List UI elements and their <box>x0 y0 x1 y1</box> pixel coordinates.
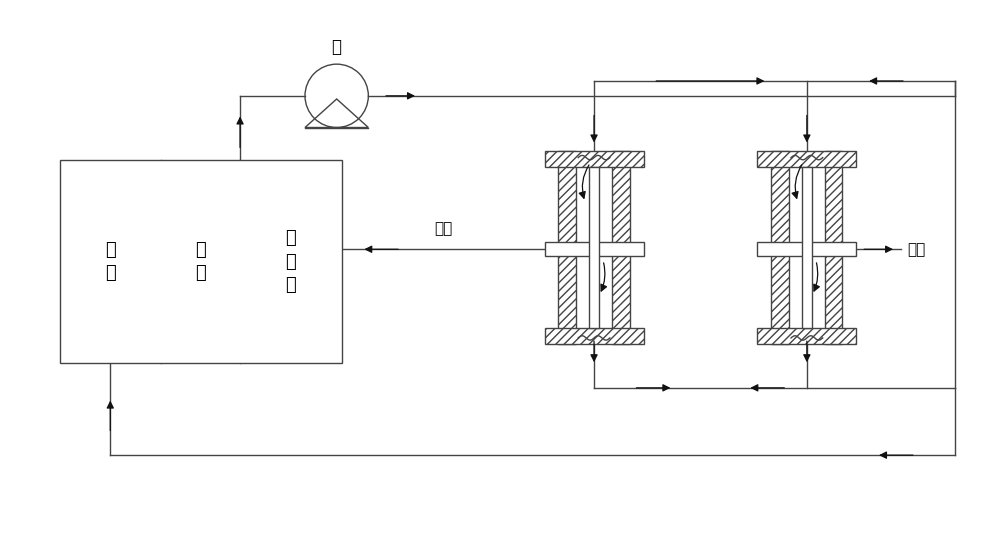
Bar <box>612 152 630 344</box>
Bar <box>545 328 644 344</box>
Text: 前
仓: 前 仓 <box>105 241 116 282</box>
Text: 后
仓: 后 仓 <box>195 241 206 282</box>
Text: 泵: 泵 <box>332 38 342 56</box>
Text: 清水: 清水 <box>434 221 452 237</box>
Bar <box>60 160 342 363</box>
Bar <box>757 328 856 344</box>
Text: 清水: 清水 <box>907 242 925 257</box>
Bar <box>825 152 842 344</box>
Bar <box>545 242 644 256</box>
Bar <box>757 242 856 256</box>
Bar <box>771 152 789 344</box>
Bar <box>802 167 812 328</box>
Bar <box>589 167 599 328</box>
Text: 净
水
箱: 净 水 箱 <box>285 229 296 294</box>
Bar <box>545 152 644 167</box>
Bar <box>558 152 576 344</box>
Bar <box>757 152 856 167</box>
